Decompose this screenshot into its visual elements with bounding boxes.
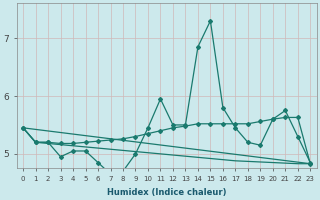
X-axis label: Humidex (Indice chaleur): Humidex (Indice chaleur)	[107, 188, 227, 197]
